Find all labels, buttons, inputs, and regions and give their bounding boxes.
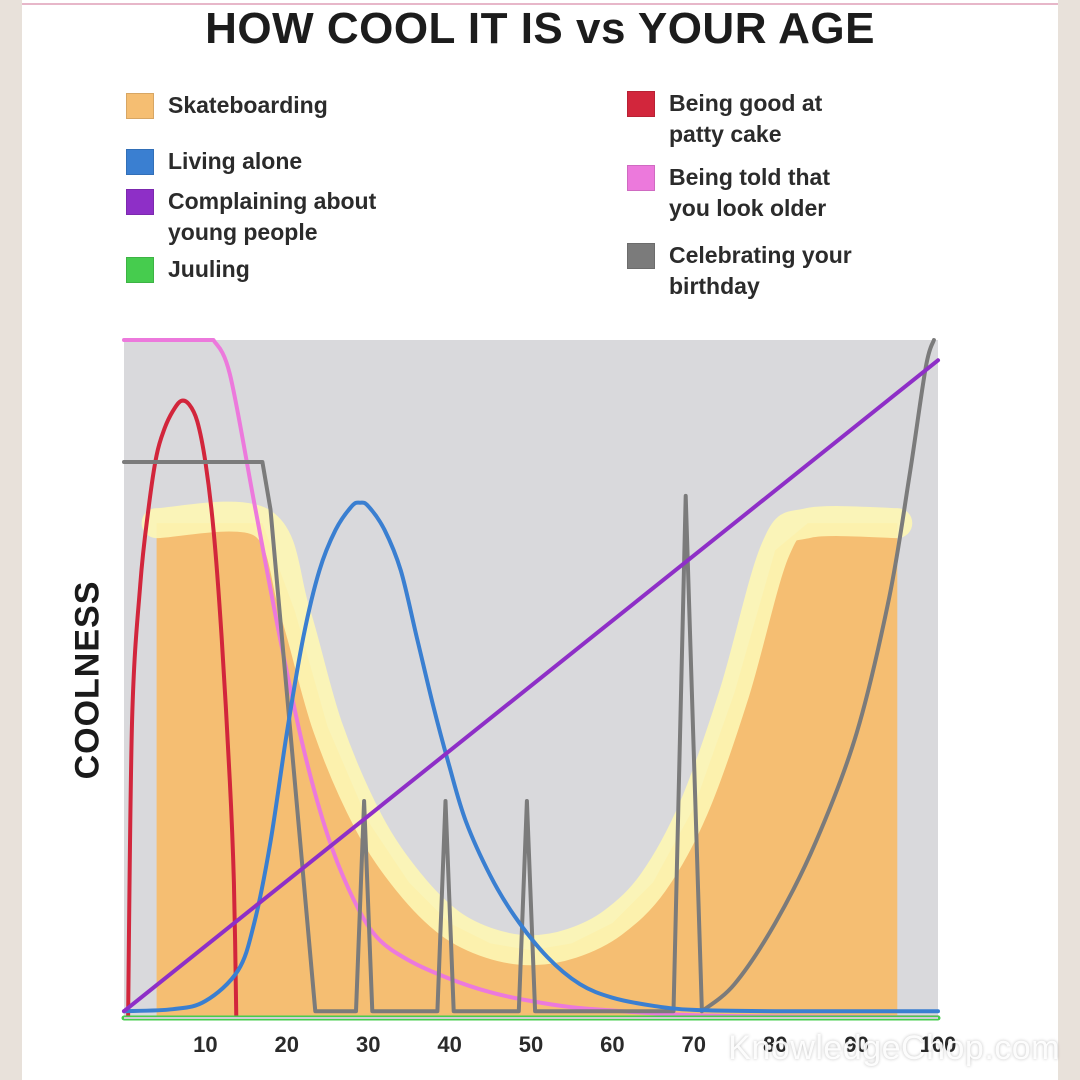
legend-label: Skateboarding <box>168 92 328 118</box>
x-tick-label: 90 <box>844 1032 868 1057</box>
series-being-told-that-you-look-older <box>122 338 940 1020</box>
x-tick-label: 10 <box>193 1032 217 1057</box>
legend-swatch-complaining <box>126 189 154 215</box>
chart-title: HOW COOL IT IS vs YOUR AGE <box>205 4 875 53</box>
x-tick-label: 50 <box>519 1032 543 1057</box>
legend-swatch-juuling <box>126 257 154 283</box>
x-tick-label: 20 <box>275 1032 299 1057</box>
legend-item-skateboarding: Skateboarding <box>126 90 456 121</box>
x-tick-label: 80 <box>763 1032 787 1057</box>
series-layer <box>121 338 941 1021</box>
x-tick-label: 70 <box>682 1032 706 1057</box>
legend-swatch-patty-cake <box>627 91 655 117</box>
legend-swatch-living-alone <box>126 149 154 175</box>
x-tick-label: 30 <box>356 1032 380 1057</box>
series-skateboarding <box>156 523 898 1018</box>
legend-label: Living alone <box>168 148 303 174</box>
legend-item-birthday: Celebrating your birthday <box>627 240 887 302</box>
x-tick-label: 60 <box>600 1032 624 1057</box>
legend-item-patty-cake: Being good at patty cake <box>627 88 827 150</box>
legend-label: Juuling <box>168 256 250 282</box>
legend-label: Being told that you look older <box>669 164 830 221</box>
legend-swatch-birthday <box>627 243 655 269</box>
legend-item-complaining: Complaining about young people <box>126 186 386 248</box>
legend-label: Celebrating your birthday <box>669 242 852 299</box>
x-tick-label: 100 <box>920 1032 957 1057</box>
top-divider <box>22 3 1058 5</box>
series-being-good-at-patty-cake <box>126 398 239 1020</box>
x-tick-label: 40 <box>437 1032 461 1057</box>
legend-item-living-alone: Living alone <box>126 146 456 177</box>
watermark: KnowledgeChop.com <box>728 1029 1060 1067</box>
legend-label: Being good at patty cake <box>669 90 823 147</box>
legend-label: Complaining about young people <box>168 188 377 245</box>
legend-swatch-skateboarding <box>126 93 154 119</box>
legend-item-juuling: Juuling <box>126 254 456 285</box>
tick-layer: 10 20 30 40 50 60 70 80 90 100 <box>193 1032 956 1057</box>
series-celebrating-your-birthday <box>122 338 936 1014</box>
legend-item-told-older: Being told that you look older <box>627 162 862 224</box>
series-complaining-about-young-people <box>122 358 940 1014</box>
series-living-alone <box>122 500 940 1014</box>
legend-swatch-told-older <box>627 165 655 191</box>
